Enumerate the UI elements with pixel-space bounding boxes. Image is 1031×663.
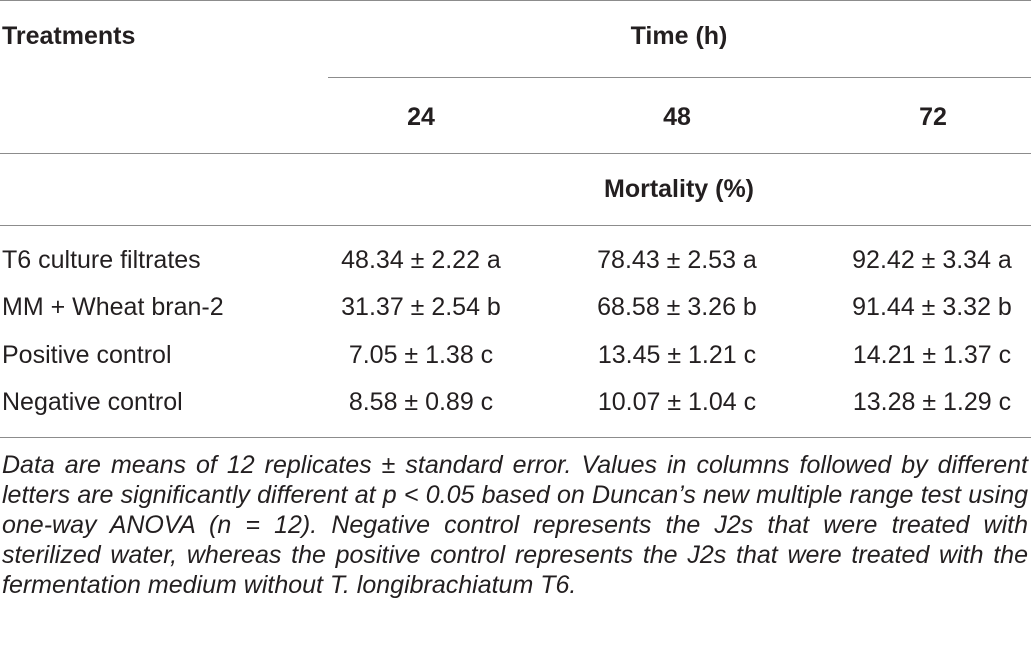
bottom-rule: [0, 437, 1031, 438]
value-cell: 14.21 ± 1.37 c: [852, 341, 1012, 369]
value-cell: 8.58 ± 0.89 c: [348, 388, 494, 416]
value-cell: 10.07 ± 1.04 c: [597, 388, 757, 416]
treatment-cell: MM + Wheat bran-2: [2, 293, 224, 321]
header-rule: [0, 153, 1031, 154]
value-cell: 78.43 ± 2.53 a: [597, 246, 757, 274]
time-header: Time (h): [630, 22, 728, 50]
value-cell: 31.37 ± 2.54 b: [341, 293, 501, 321]
value-cell: 48.34 ± 2.22 a: [341, 246, 501, 274]
value-cell: 13.45 ± 1.21 c: [597, 341, 757, 369]
measure-rule: [0, 225, 1031, 226]
time-col-72: 72: [919, 103, 947, 131]
treatment-cell: Negative control: [2, 388, 183, 416]
time-rule: [328, 77, 1031, 78]
value-cell: 13.28 ± 1.29 c: [852, 388, 1012, 416]
value-cell: 68.58 ± 3.26 b: [597, 293, 757, 321]
value-cell: 92.42 ± 3.34 a: [852, 246, 1012, 274]
time-col-48: 48: [663, 103, 691, 131]
value-cell: 7.05 ± 1.38 c: [348, 341, 494, 369]
treatments-header: Treatments: [2, 22, 136, 50]
top-rule: [0, 0, 1031, 1]
table-footnote: Data are means of 12 replicates ± standa…: [2, 451, 1028, 599]
treatment-cell: Positive control: [2, 341, 172, 369]
mortality-header: Mortality (%): [604, 175, 754, 203]
time-col-24: 24: [407, 103, 435, 131]
value-cell: 91.44 ± 3.32 b: [852, 293, 1012, 321]
treatment-cell: T6 culture filtrates: [2, 246, 201, 274]
